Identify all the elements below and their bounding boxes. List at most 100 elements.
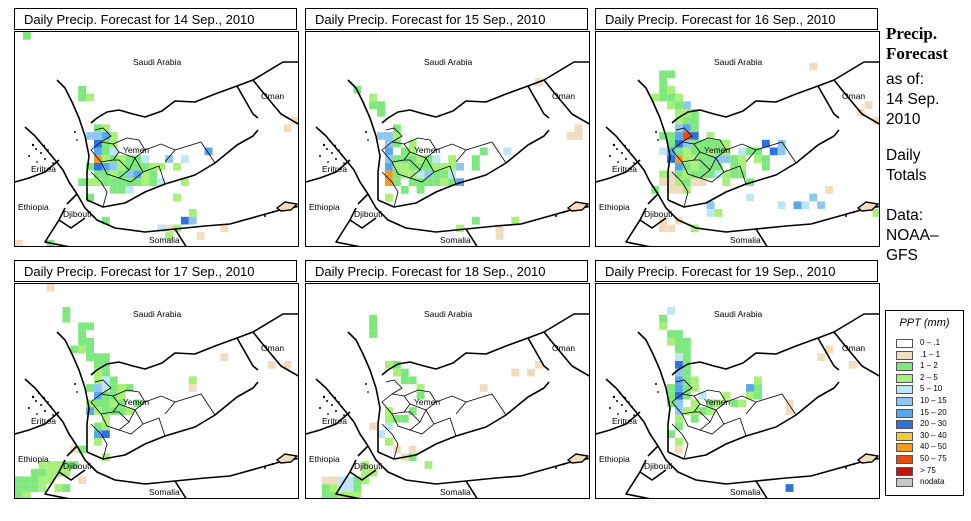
precip-cell (424, 155, 433, 163)
yemen-south-coast (667, 129, 840, 208)
precip-cell (361, 468, 370, 477)
precip-cells (659, 307, 857, 492)
precip-cell (283, 361, 292, 369)
precip-cell (675, 407, 683, 415)
precip-cell (408, 407, 417, 415)
precip-cell (101, 407, 110, 415)
precip-cell (149, 170, 158, 179)
precip-cell (267, 361, 276, 369)
precip-cell (125, 186, 134, 194)
djibouti-border (58, 445, 86, 481)
djibouti-border (58, 193, 86, 229)
precip-cell (117, 178, 126, 186)
label-eritrea: Eritrea (612, 416, 638, 426)
precip-cell (94, 178, 102, 186)
precip-cell (377, 101, 385, 109)
precip-cell (329, 491, 338, 498)
panel-title: Daily Precip. Forecast for 19 Sep., 2010 (595, 260, 878, 282)
precip-cell (448, 178, 457, 186)
legend-swatch (896, 420, 913, 430)
precip-cell (479, 147, 488, 156)
precip-cell (698, 155, 707, 163)
somalia-coast (76, 445, 298, 485)
precip-cell (675, 109, 683, 117)
forecast-panel-3: Daily Precip. Forecast for 16 Sep., 2010 (595, 8, 880, 247)
precip-cell (101, 124, 110, 133)
socotra-island (275, 453, 298, 464)
precip-cell (690, 414, 699, 423)
legend-swatch (896, 339, 913, 348)
precip-cell (78, 322, 87, 331)
precip-cell (448, 162, 457, 171)
precip-cell (682, 391, 691, 400)
precip-cell (109, 162, 118, 171)
precip-cell (94, 407, 102, 415)
djibouti-border (639, 193, 667, 229)
precip-cell (86, 384, 94, 392)
precip-cell (667, 337, 675, 346)
precip-cell (574, 132, 583, 140)
precip-cell (101, 178, 110, 186)
islands (609, 383, 856, 469)
precip-cell (698, 391, 707, 400)
islands (319, 131, 566, 217)
legend-label: 1 – 2 (920, 361, 938, 371)
panel-title: Daily Precip. Forecast for 18 Sep., 2010 (305, 260, 588, 282)
precip-cell (86, 132, 94, 140)
label-somalia: Somalia (730, 487, 761, 497)
precip-cell (86, 162, 94, 171)
precip-cell (377, 132, 385, 140)
precip-cell (659, 78, 668, 86)
legend-label: 20 – 30 (920, 419, 947, 429)
precip-cell (730, 162, 739, 171)
precip-cell (78, 93, 87, 102)
precip-cell (675, 155, 683, 163)
precip-cell (793, 201, 802, 210)
precip-cell (667, 307, 675, 315)
somalia-coast (367, 445, 589, 485)
oman-coast (833, 79, 879, 125)
precip-cell (345, 491, 354, 498)
yemen-northern-border (381, 61, 589, 124)
precip-cell (46, 468, 55, 477)
precip-cell (400, 186, 409, 194)
precip-cell (511, 368, 520, 377)
precip-cell (15, 491, 23, 498)
precip-cell (675, 147, 683, 156)
as-of-year: 2010 (886, 111, 921, 128)
precip-cell (62, 468, 71, 477)
precip-cell (667, 93, 675, 102)
precip-cell (754, 155, 762, 163)
precip-cell (667, 430, 675, 438)
precip-cell (682, 147, 691, 156)
precip-cell (682, 178, 691, 186)
precip-cell (165, 224, 173, 233)
yemen-south-coast (377, 381, 550, 460)
precip-cell (22, 32, 31, 40)
precip-cell (165, 155, 173, 163)
precip-cell (722, 147, 731, 156)
precip-cell (675, 376, 683, 385)
precip-cell (117, 170, 126, 179)
oman-coast (833, 331, 879, 377)
legend-label: 0 – .1 (920, 338, 941, 347)
yemen-governorates (381, 127, 507, 208)
legend-swatch (896, 362, 913, 372)
precip-cell (377, 109, 385, 117)
precip-cell (101, 368, 110, 377)
precip-cell (109, 178, 118, 186)
somalia-border (335, 219, 478, 246)
precip-cell (125, 155, 134, 163)
precip-cell (385, 155, 393, 163)
precip-cell (400, 414, 409, 423)
precip-cell (706, 162, 715, 171)
precip-cell (117, 186, 126, 194)
precip-cell (133, 170, 142, 179)
precip-cell (471, 216, 480, 225)
precip-cell (392, 139, 401, 148)
precip-cell (188, 216, 197, 225)
precip-cell (761, 155, 770, 163)
precip-cells (353, 78, 583, 240)
precip-cell (566, 132, 575, 140)
precip-cell (675, 93, 683, 102)
